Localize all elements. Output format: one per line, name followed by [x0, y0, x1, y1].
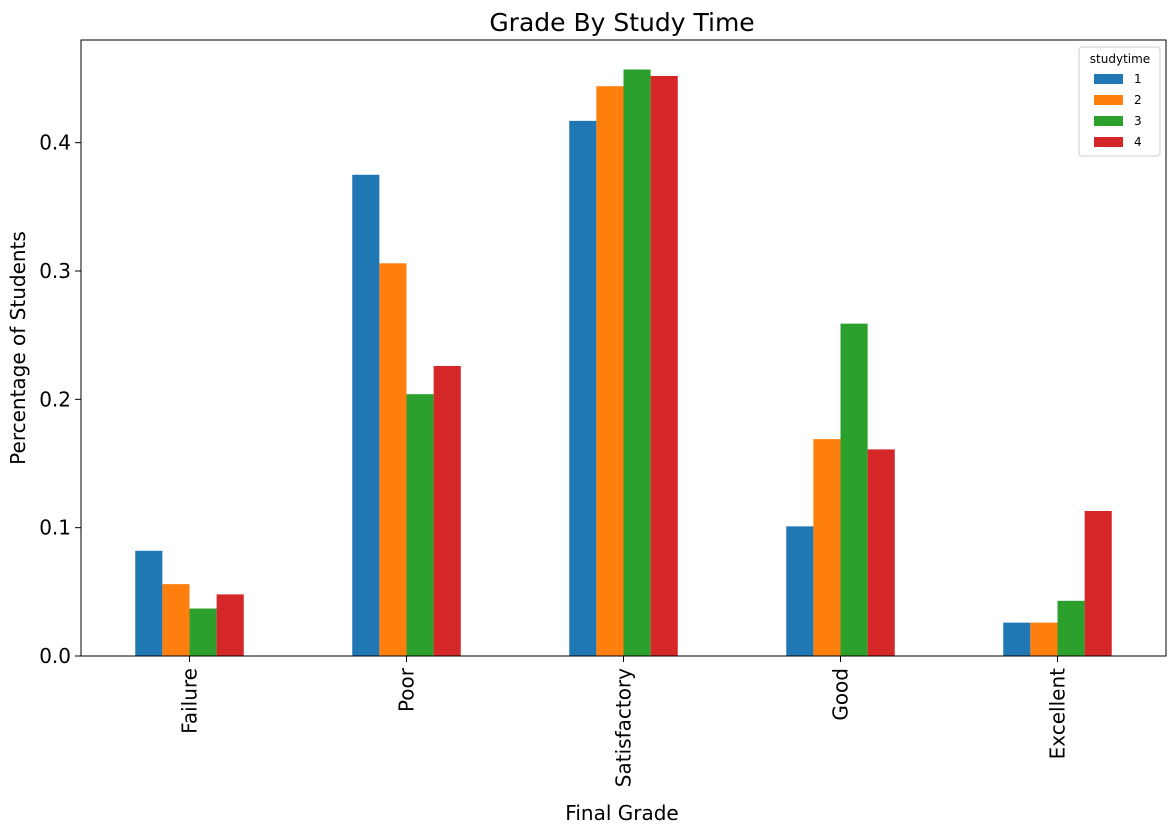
x-tick-label: Excellent	[1046, 668, 1070, 760]
chart-title: Grade By Study Time	[489, 8, 754, 37]
x-tick-label: Satisfactory	[612, 668, 636, 787]
bar-poor-studytime-4	[433, 365, 461, 656]
legend-label-3: 3	[1134, 114, 1142, 128]
bar-failure-studytime-1	[135, 550, 163, 656]
legend-swatch-2	[1094, 95, 1123, 105]
bar-failure-studytime-3	[189, 608, 217, 656]
legend-label-2: 2	[1134, 93, 1142, 107]
x-axis-label: Final Grade	[565, 801, 678, 825]
legend-swatch-3	[1094, 116, 1123, 126]
legend-label-1: 1	[1134, 72, 1142, 86]
bar-poor-studytime-1	[352, 174, 380, 656]
x-tick-label: Poor	[395, 667, 419, 712]
y-axis-label: Percentage of Students	[6, 231, 30, 465]
legend: studytime 1 2 3 4	[1078, 46, 1161, 157]
legend-swatch-1	[1094, 74, 1123, 84]
bar-poor-studytime-3	[406, 394, 434, 656]
y-tick-label: 0.2	[39, 387, 71, 411]
y-tick-label: 0.1	[39, 516, 71, 540]
y-tick-label: 0.3	[39, 259, 71, 283]
y-tick-label: 0.4	[39, 131, 71, 155]
legend-swatch-4	[1094, 137, 1123, 147]
bar-excellent-studytime-4	[1084, 510, 1112, 656]
bar-satisfactory-studytime-3	[623, 69, 651, 656]
bar-good-studytime-1	[786, 526, 814, 656]
bar-excellent-studytime-2	[1030, 622, 1058, 656]
bar-satisfactory-studytime-4	[650, 75, 678, 657]
legend-label-4: 4	[1134, 135, 1142, 149]
bar-satisfactory-studytime-2	[596, 86, 624, 656]
bar-good-studytime-4	[867, 449, 895, 656]
y-tick-label: 0.0	[39, 644, 71, 668]
x-tick-label: Failure	[178, 668, 202, 734]
bars-layer	[135, 69, 1112, 657]
bar-satisfactory-studytime-1	[569, 120, 597, 657]
bar-failure-studytime-2	[162, 584, 190, 656]
legend-items: 1 2 3 4	[1094, 72, 1142, 149]
legend-title: studytime	[1090, 52, 1150, 66]
bar-excellent-studytime-3	[1057, 600, 1085, 656]
bar-good-studytime-2	[813, 439, 841, 656]
bar-poor-studytime-2	[379, 263, 407, 656]
x-tick-label: Good	[829, 668, 853, 721]
y-axis: 0.0 0.1 0.2 0.3 0.4	[39, 131, 81, 668]
bar-good-studytime-3	[840, 323, 868, 656]
bar-failure-studytime-4	[216, 594, 244, 656]
x-axis: Failure Poor Satisfactory Good Excellent	[178, 656, 1070, 787]
bar-excellent-studytime-1	[1003, 622, 1031, 656]
